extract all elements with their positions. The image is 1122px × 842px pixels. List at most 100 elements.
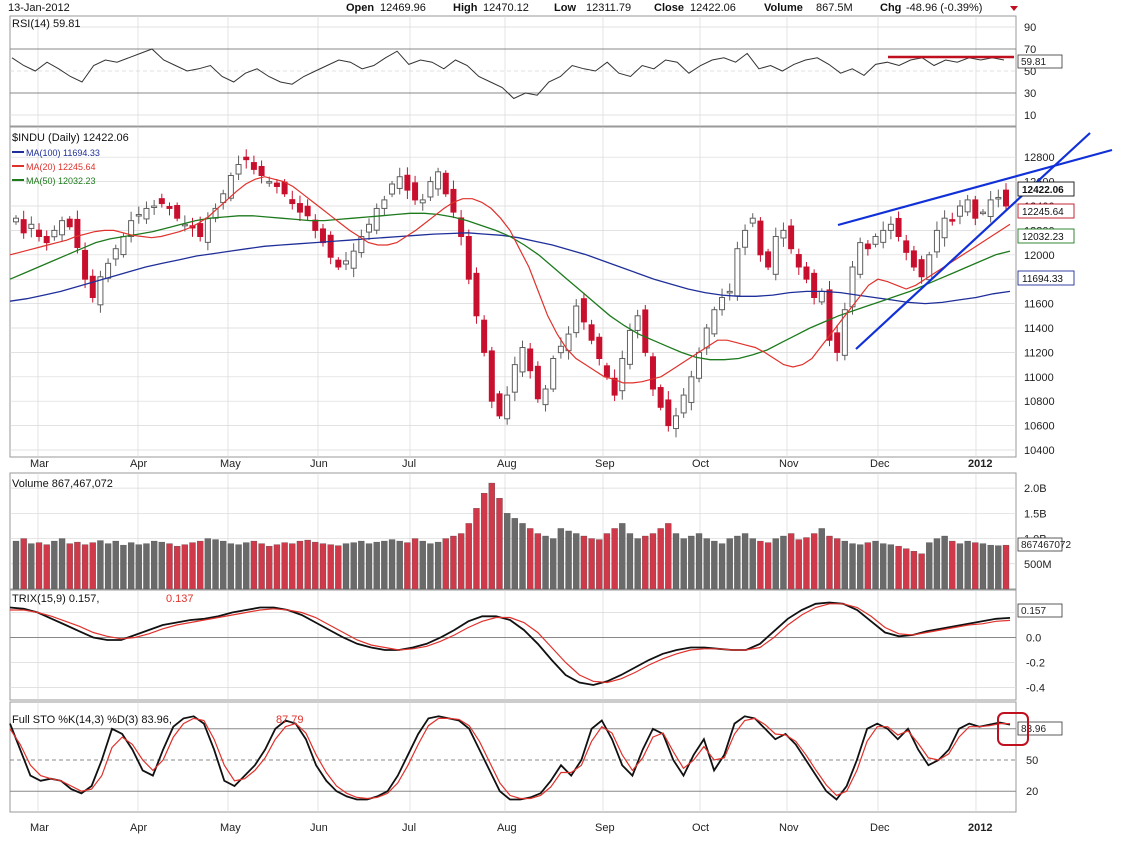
volume-bar [857, 544, 864, 590]
volume-bar [895, 545, 902, 590]
month-axis-bottom: Mar Apr May Jun Jul Aug Sep Oct Nov Dec 2012 [30, 822, 992, 834]
volume-bar [289, 543, 296, 590]
month-label-top: Sep [595, 458, 615, 470]
volume-bar [596, 539, 603, 590]
month-label-top: Jul [402, 458, 416, 470]
month-label-bottom: Nov [779, 822, 799, 834]
volume-bar [550, 538, 557, 590]
month-label-bottom: Mar [30, 822, 49, 834]
volume-bar [381, 540, 388, 590]
volume-bar [12, 540, 20, 590]
volume-bar [926, 542, 933, 590]
volume-bar [296, 540, 304, 590]
rsi-ytick: 90 [1024, 22, 1036, 34]
candle-body [519, 347, 526, 373]
volume-bar [956, 543, 964, 590]
stoch-label: Full STO %K(14,3) %D(3) 83.96, [12, 714, 172, 726]
price-last-label-box [1017, 228, 1075, 244]
candle-body [726, 290, 733, 294]
candle-body [13, 217, 19, 223]
price-panel: 1280012600124001220012000118001160011400… [9, 132, 1113, 457]
volume-bar [81, 544, 89, 590]
month-axis-top: Mar Apr May Jun Jul Aug Sep Oct Nov Dec 2012 [30, 458, 992, 470]
candle-body [926, 254, 933, 281]
rsi-label: RSI(14) 59.81 [12, 18, 80, 30]
volume-badge-box [1017, 537, 1063, 552]
volume-bar [250, 540, 258, 590]
volume-bar [542, 535, 549, 590]
volume-bar [473, 508, 480, 590]
month-label-bottom: 2012 [968, 822, 992, 834]
volume-bar [749, 538, 756, 590]
stoch-panel: 80502083.96 [9, 715, 1063, 801]
volume-bar [404, 542, 411, 590]
volume-bar [496, 498, 503, 590]
candle-body [918, 259, 925, 278]
volume-bar [826, 535, 833, 590]
volume-bar [35, 542, 43, 590]
candle-body [481, 319, 488, 353]
candle-body [964, 199, 971, 213]
candle-body [634, 315, 641, 331]
candle-body [258, 165, 265, 176]
candle-body [795, 254, 802, 268]
volume-bar [358, 540, 365, 590]
volume-bar [28, 543, 35, 590]
candle-body [611, 377, 618, 396]
price-label: $INDU (Daily) 12422.06 [12, 132, 129, 144]
volume-bar [189, 542, 196, 590]
candle-body [389, 183, 396, 195]
candle-body [734, 248, 741, 297]
candle-body [43, 236, 50, 244]
candle-body [89, 275, 96, 299]
volume-bar [810, 533, 818, 590]
candle-body [995, 196, 1002, 200]
month-label-top: Dec [870, 458, 890, 470]
volume-bar [741, 533, 749, 590]
volume-bar [166, 543, 173, 590]
volume-bar [941, 535, 948, 590]
candle-body [573, 305, 580, 334]
candle-body [688, 376, 695, 403]
candle-body [51, 229, 58, 238]
candle-body [772, 236, 779, 275]
candle-body [266, 181, 273, 184]
candle-body [834, 332, 841, 353]
volume-bar [603, 533, 611, 590]
candle-body [473, 272, 480, 317]
volume-bar [979, 543, 987, 590]
trix-label: TRIX(15,9) 0.157, [12, 593, 99, 605]
volume-bar [504, 513, 511, 590]
price-panel-frame [9, 126, 1017, 458]
candle-body [496, 393, 503, 417]
price-last-label: 12032.23 [1022, 232, 1064, 243]
lower-trendline [855, 132, 1091, 350]
volume-bar [227, 543, 235, 590]
volume-bar [434, 541, 442, 590]
volume-bar [319, 543, 327, 590]
candle-body [112, 248, 119, 260]
rsi-ytick: 10 [1024, 110, 1036, 122]
price-last-label: 11694.33 [1022, 274, 1063, 285]
candle-body [711, 309, 718, 335]
candle-body [243, 156, 250, 161]
header-bar: 13-Jan-2012 Open 12469.96 High 12470.12 … [8, 2, 1018, 14]
volume-ytick: 2.0B [1024, 483, 1047, 495]
candle-body [120, 236, 127, 256]
candle-body [319, 228, 326, 244]
header-low: 12311.79 [586, 2, 631, 14]
header-date: 13-Jan-2012 [8, 2, 70, 14]
candle-body [703, 327, 710, 349]
candle-body [1003, 189, 1009, 207]
candle-body [956, 205, 963, 217]
candle-body [872, 236, 879, 245]
volume-bar [97, 540, 104, 590]
candle-body [20, 219, 27, 234]
volume-bar [803, 537, 810, 590]
candle-body [527, 348, 534, 372]
volume-bar [396, 540, 403, 590]
volume-bar [933, 538, 941, 590]
volume-bar [573, 533, 580, 590]
volume-bar [718, 543, 726, 590]
annotations [997, 712, 1029, 746]
